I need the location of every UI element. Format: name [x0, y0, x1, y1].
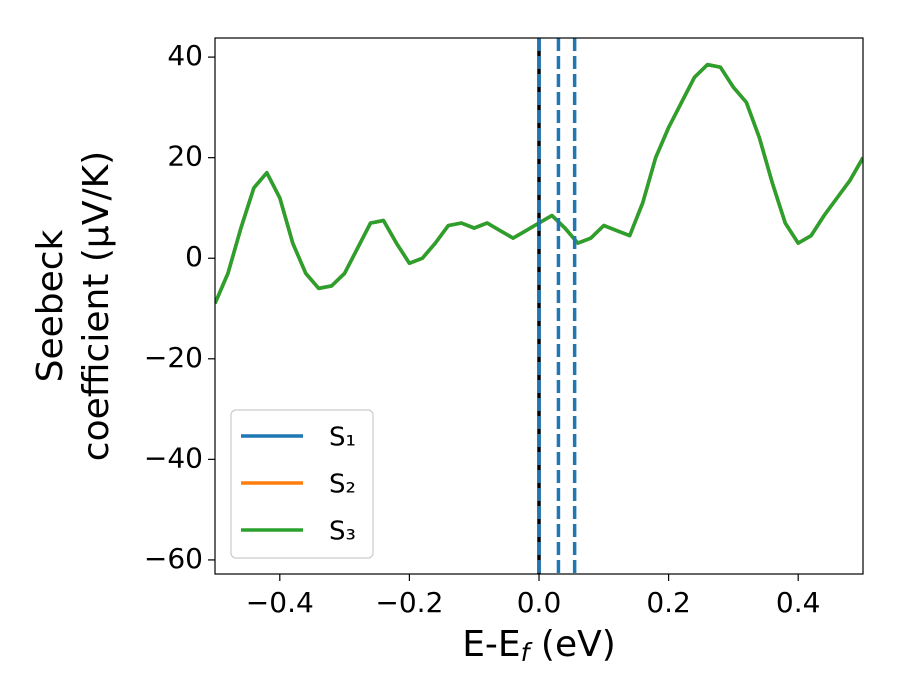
x-tick-label: −0.4: [246, 586, 314, 619]
legend-label: S₃: [329, 517, 356, 547]
y-tick-label: −60: [144, 542, 203, 575]
y-axis-label: Seebeck: [30, 229, 71, 382]
y-tick-label: 40: [167, 39, 203, 72]
x-axis-label: E-Ef (eV): [462, 624, 616, 667]
x-tick-label: 0.4: [776, 586, 821, 619]
y-tick-label: −20: [144, 341, 203, 374]
x-axis-label-part: (eV): [529, 624, 615, 665]
plot-area: [215, 38, 863, 574]
x-tick-label: 0.0: [517, 586, 562, 619]
y-tick-label: 0: [185, 240, 203, 273]
plot-frame: [214, 37, 864, 575]
legend-label: S₁: [329, 423, 356, 453]
x-axis-label-part: E-E: [462, 624, 520, 665]
x-tick-label: −0.2: [375, 586, 443, 619]
x-tick-label: 0.2: [646, 586, 691, 619]
y-tick-label: −40: [144, 441, 203, 474]
y-axis-label: coefficient (μV/K): [76, 151, 117, 461]
y-tick-label: 20: [167, 140, 203, 173]
legend-label: S₂: [329, 470, 356, 500]
